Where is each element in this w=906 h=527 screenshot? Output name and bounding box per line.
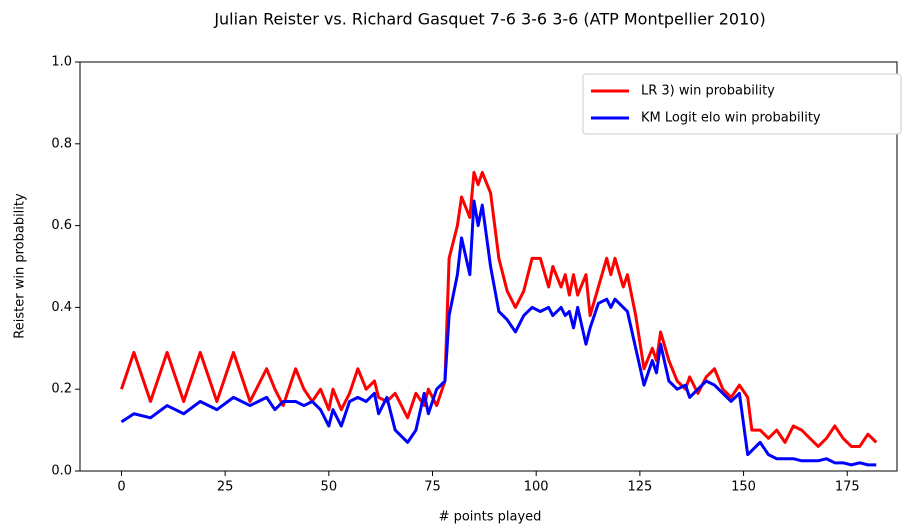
x-tick-label: 50 — [321, 480, 338, 495]
x-tick-label: 125 — [627, 480, 652, 495]
legend-label: LR 3) win probability — [641, 84, 775, 99]
legend-box — [582, 73, 902, 135]
y-tick-label: 0.8 — [51, 136, 72, 151]
x-axis-label: # points played — [439, 510, 542, 525]
series-line — [120, 199, 877, 467]
y-tick-label: 0.0 — [51, 464, 72, 479]
x-tick-label: 150 — [731, 480, 756, 495]
x-tick-label: 25 — [217, 480, 234, 495]
x-tick-label: 175 — [835, 480, 860, 495]
y-tick-label: 1.0 — [51, 55, 72, 70]
y-tick-label: 0.4 — [51, 300, 72, 315]
x-tick-label: 100 — [524, 480, 549, 495]
legend-label: KM Logit elo win probability — [641, 111, 821, 126]
y-tick-label: 0.2 — [51, 382, 72, 397]
plot-frame — [79, 61, 898, 472]
y-axis-label: Reister win probability — [13, 193, 28, 339]
x-tick-label: 75 — [424, 480, 441, 495]
chart-title: Julian Reister vs. Richard Gasquet 7-6 3… — [213, 10, 765, 29]
series-line — [120, 170, 878, 448]
y-tick-label: 0.6 — [51, 218, 72, 233]
x-tick-label: 0 — [117, 480, 125, 495]
